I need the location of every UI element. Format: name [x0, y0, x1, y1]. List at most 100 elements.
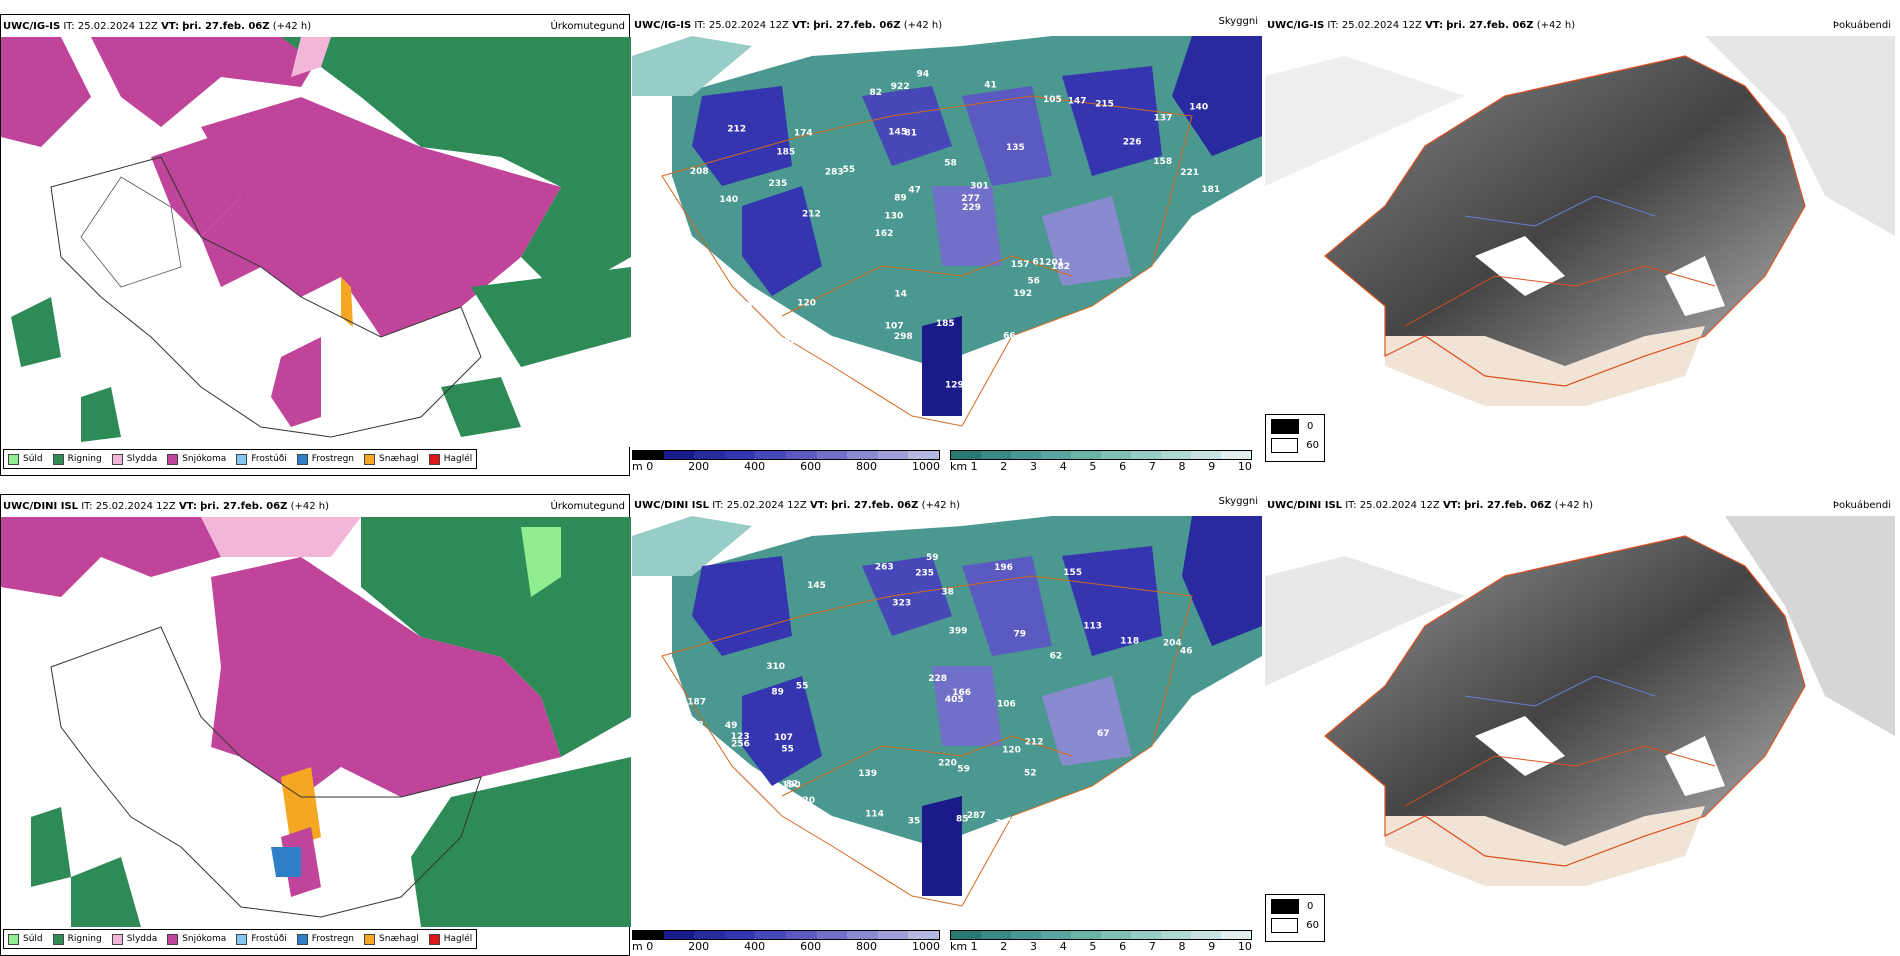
legend-item: Slydda — [111, 933, 157, 945]
visibility-value-label: 201 — [1045, 258, 1064, 268]
visibility-value-label: 57 — [701, 349, 714, 359]
visibility-value-label: 147 — [1068, 97, 1087, 107]
legend-item: Snæhagl — [364, 933, 419, 945]
visibility-scale: km 1 2 3 4 5 6 7 8 9 10 — [950, 450, 1252, 474]
visibility-value-label: 185 — [936, 319, 955, 329]
visibility-value-label: 221 — [1180, 168, 1199, 178]
visibility-value-label: 35 — [908, 816, 921, 826]
visibility-value-label: 137 — [1154, 114, 1173, 124]
visibility-value-label: 135 — [1006, 143, 1025, 153]
visibility-value-label: 162 — [875, 229, 894, 239]
visibility-value-label: 106 — [997, 699, 1016, 709]
legend-item: Súld — [8, 453, 43, 465]
panel-title: Þokuábendi — [1832, 500, 1891, 511]
precip-type-legend: Súld Rigning Slydda Snjókoma Frostúði Fr… — [3, 449, 478, 469]
visibility-value-label: 130 — [885, 212, 904, 222]
visibility-value-label: 212 — [802, 209, 821, 219]
visibility-value-label: 226 — [1123, 138, 1142, 148]
visibility-value-label: 56 — [1027, 276, 1040, 286]
visibility-value-label: 145 — [888, 127, 907, 137]
visibility-value-label: 174 — [748, 816, 767, 826]
visibility-value-label: 84 — [1184, 295, 1197, 305]
visibility-value-label: 113 — [1083, 622, 1102, 632]
visibility-value-label: 55 — [796, 682, 809, 692]
visibility-value-label: 123 — [731, 732, 750, 742]
visibility-value-label: 153 — [742, 373, 761, 383]
visibility-value-label: 139 — [858, 769, 877, 779]
visibility-value-label: 174 — [794, 129, 813, 139]
visibility-value-label: 166 — [952, 688, 971, 698]
visibility-value-label: 49 — [725, 721, 738, 731]
visibility-value-label: 81 — [905, 129, 918, 139]
fog-legend-item: 0 — [1266, 895, 1324, 914]
elevation-scale-bar — [632, 930, 940, 940]
visibility-value-label: 124 — [1145, 363, 1164, 373]
visibility-value-label: 107 — [774, 733, 793, 743]
elevation-scale-labels: m 0 200 400 600 800 1000 — [632, 460, 940, 473]
visibility-value-label: 120 — [797, 298, 816, 308]
panel-header: UWC/DINI ISL IT: 25.02.2024 12Z VT: þri.… — [3, 501, 330, 512]
visibility-value-label: 105 — [857, 847, 876, 857]
visibility-value-label: 140 — [719, 195, 738, 205]
visibility-value-label: 185 — [776, 148, 795, 158]
visibility-value-label: 55 — [781, 745, 794, 755]
visibility-value-label: 94 — [917, 70, 930, 80]
visibility-value-label: 79 — [1014, 629, 1027, 639]
visibility-value-label: 328 — [795, 359, 814, 369]
visibility-value-label: 41 — [984, 81, 997, 91]
legend-item: Frostúði — [236, 453, 287, 465]
visibility-value-label: 246 — [703, 370, 722, 380]
precip-type-map — [1, 517, 631, 927]
visibility-value-label: 262 — [995, 819, 1014, 829]
visibility-value-label: 235 — [769, 179, 788, 189]
visibility-value-label: 120 — [1002, 745, 1021, 755]
visibility-value-label: 47 — [908, 186, 921, 196]
visibility-value-label: 66 — [1003, 331, 1016, 341]
legend-item: Haglél — [428, 453, 472, 465]
visibility-panel-row1: UWC/IG-IS IT: 25.02.2024 12Z VT: þri. 27… — [632, 14, 1262, 476]
fog-legend-item: 0 — [1266, 415, 1324, 434]
visibility-value-label: 105 — [1043, 95, 1062, 105]
legend-item: Frostregn — [296, 933, 354, 945]
visibility-value-label: 345 — [1101, 785, 1120, 795]
visibility-value-label: 46 — [1180, 647, 1193, 657]
visibility-scale-labels: km 1 2 3 4 5 6 7 8 9 10 — [950, 940, 1252, 953]
visibility-value-label: 922 — [891, 82, 910, 92]
fog-index-panel-row2: UWC/DINI ISL IT: 25.02.2024 12Z VT: þri.… — [1265, 494, 1895, 956]
legend-item: Súld — [8, 933, 43, 945]
visibility-value-label: 85 — [956, 815, 969, 825]
visibility-value-label: 208 — [690, 167, 709, 177]
legend-item: Frostregn — [296, 453, 354, 465]
elevation-scale-bar — [632, 450, 940, 460]
visibility-value-label: 114 — [865, 810, 884, 820]
legend-item: Rigning — [52, 933, 102, 945]
visibility-value-label: 55 — [843, 165, 856, 175]
visibility-value-label: 301 — [970, 182, 989, 192]
visibility-value-label: 89 — [894, 194, 907, 204]
visibility-value-label: 190 — [782, 780, 801, 790]
visibility-value-label: 186 — [1139, 328, 1158, 338]
visibility-labels: 174 155 145 113 59 55 55 82 118 62 49 59 52 405 286 263… — [687, 553, 1192, 868]
visibility-value-label: 140 — [1189, 102, 1208, 112]
visibility-scale-bar — [950, 450, 1252, 460]
visibility-value-label: 73 — [835, 351, 848, 361]
panel-title: Skyggni — [1218, 16, 1258, 27]
visibility-value-label: 118 — [1120, 637, 1139, 647]
visibility-value-label: 204 — [1163, 639, 1182, 649]
visibility-value-label: 399 — [949, 627, 968, 637]
fog-legend-item: 60 — [1266, 914, 1324, 933]
visibility-value-label: 220 — [938, 758, 957, 768]
visibility-value-label: 263 — [875, 563, 894, 573]
visibility-value-label: 97 — [747, 385, 760, 395]
elevation-scale: m 0 200 400 600 800 1000 — [632, 930, 940, 954]
panel-header: UWC/IG-IS IT: 25.02.2024 12Z VT: þri. 27… — [1267, 20, 1576, 31]
elevation-scale: m 0 200 400 600 800 1000 — [632, 450, 940, 474]
panel-header: UWC/DINI ISL IT: 25.02.2024 12Z VT: þri.… — [1267, 500, 1594, 511]
visibility-value-label: 229 — [962, 203, 981, 213]
visibility-value-label: 277 — [961, 194, 980, 204]
visibility-value-label: 310 — [766, 662, 785, 672]
legend-item: Snjókoma — [167, 933, 226, 945]
visibility-value-label: 107 — [885, 321, 904, 331]
visibility-value-label: 192 — [1013, 289, 1032, 299]
visibility-map: 1241401371621352981455856555762813011822… — [632, 36, 1262, 446]
